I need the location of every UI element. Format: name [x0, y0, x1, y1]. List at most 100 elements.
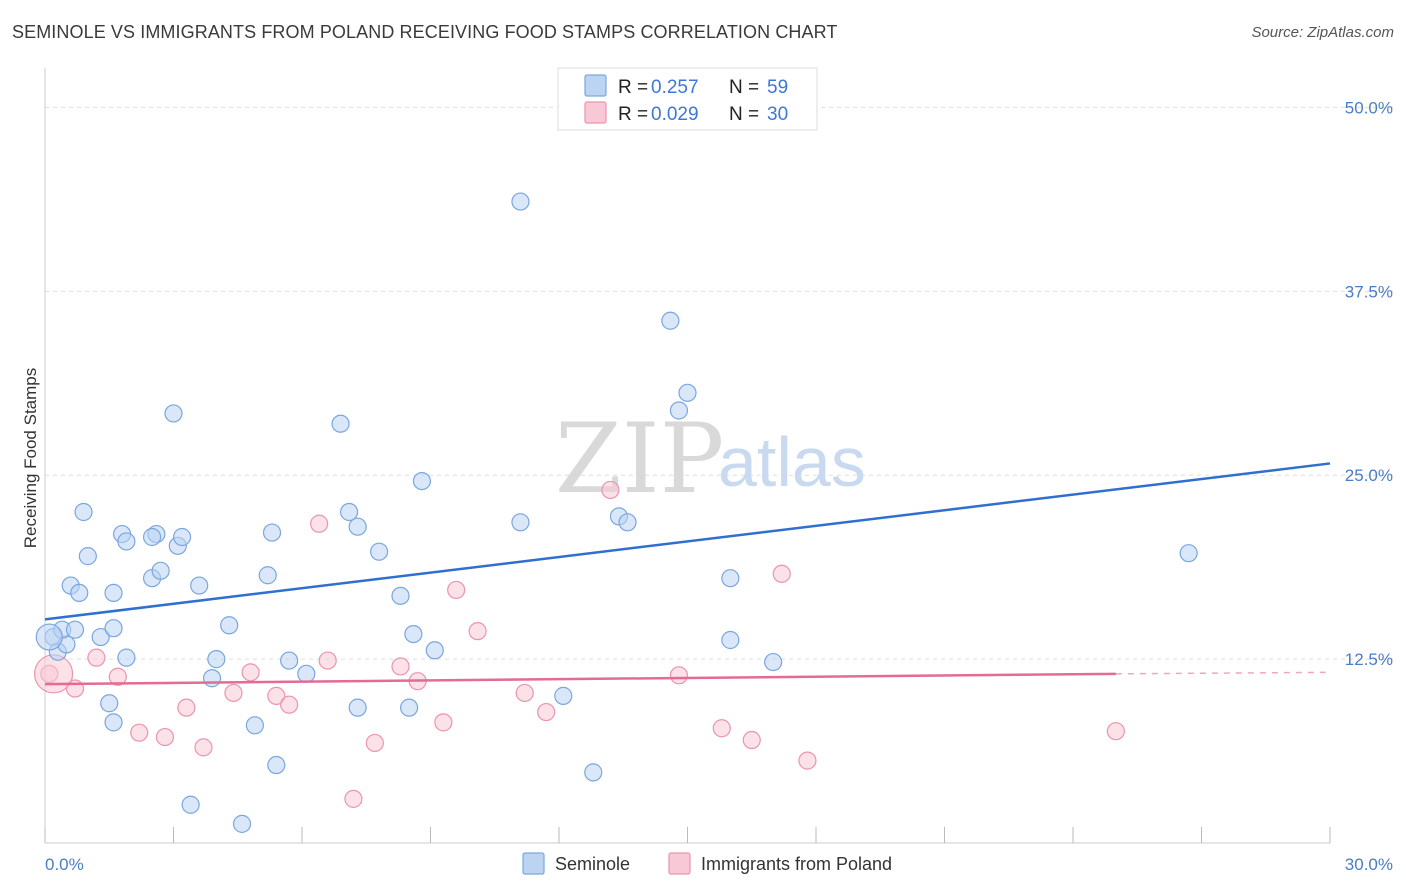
data-point-seminole	[104, 583, 123, 603]
gridlines	[45, 106, 1395, 660]
data-point-seminole	[554, 686, 573, 705]
data-point-seminole	[511, 513, 530, 532]
legend-swatch-seminole	[584, 74, 607, 97]
data-point-seminole	[764, 652, 783, 672]
y-tick-label: 50.0%	[1345, 98, 1393, 117]
data-point-poland	[130, 723, 149, 742]
chart-title: SEMINOLE VS IMMIGRANTS FROM POLAND RECEI…	[12, 22, 838, 42]
y-axis-label: Receiving Food Stamps	[21, 368, 40, 548]
data-point-poland	[33, 654, 74, 694]
data-point-poland	[669, 666, 689, 685]
data-point-poland	[280, 695, 299, 714]
data-point-seminole	[78, 547, 97, 566]
data-point-seminole	[232, 814, 252, 833]
data-point-seminole	[331, 414, 350, 433]
bottom-legend-label-seminole: Seminole	[555, 854, 630, 874]
data-point-poland	[241, 663, 260, 682]
data-point-poland	[224, 683, 243, 703]
data-point-poland	[468, 622, 487, 641]
data-point-seminole	[661, 311, 680, 330]
data-point-seminole	[412, 471, 432, 491]
data-point-seminole	[1179, 544, 1198, 563]
y-tick-label: 12.5%	[1345, 650, 1393, 669]
x-tick-label: 0.0%	[45, 855, 84, 874]
data-point-seminole	[669, 401, 689, 420]
legend-n-label: N =	[729, 77, 759, 98]
data-point-poland	[447, 580, 466, 600]
data-point-poland	[194, 738, 213, 757]
data-point-seminole	[151, 561, 170, 580]
legend-n-label: N =	[729, 104, 759, 125]
data-point-seminole	[678, 383, 697, 402]
data-point-poland	[798, 751, 817, 770]
data-point-seminole	[511, 192, 530, 211]
x-tick-label: 30.0%	[1345, 855, 1393, 874]
y-tick-label: 25.0%	[1345, 466, 1393, 485]
legend-r-value-seminole: 0.257	[651, 77, 699, 98]
data-point-seminole	[340, 502, 359, 522]
top-legend: R = 0.257 N = 59 R = 0.029 N = 30	[557, 67, 818, 131]
data-point-poland	[434, 713, 453, 732]
data-point-poland	[108, 667, 127, 686]
data-point-poland	[318, 651, 337, 670]
watermark-atlas: atlas	[718, 423, 866, 501]
y-tick-label: 37.5%	[1345, 282, 1393, 301]
data-point-seminole	[70, 583, 89, 603]
legend-r-label: R =	[618, 104, 648, 125]
data-point-seminole	[262, 523, 282, 542]
legend-r-value-poland: 0.029	[651, 104, 699, 125]
data-point-seminole	[348, 698, 367, 717]
data-point-seminole	[181, 795, 200, 814]
legend-swatch-poland	[584, 101, 607, 124]
data-point-poland	[601, 480, 620, 500]
data-point-seminole	[100, 694, 119, 713]
data-point-seminole	[370, 542, 389, 561]
data-point-seminole	[142, 527, 162, 547]
bottom-legend-swatch-seminole	[522, 852, 545, 875]
watermark-zip: ZIP	[555, 403, 724, 515]
data-point-poland	[365, 733, 384, 753]
series-seminole-points	[35, 192, 1198, 833]
data-point-poland	[712, 719, 731, 738]
data-point-seminole	[104, 713, 123, 732]
data-point-poland	[742, 730, 761, 750]
bottom-legend: Seminole Immigrants from Poland	[522, 852, 892, 875]
data-point-seminole	[202, 669, 222, 688]
data-point-seminole	[584, 763, 603, 782]
y-tick-labels: 12.5% 25.0% 37.5% 50.0%	[1345, 98, 1393, 669]
data-point-seminole	[91, 627, 110, 647]
data-point-seminole	[190, 576, 209, 595]
data-point-poland	[1106, 722, 1125, 741]
trendline-poland-extension	[1115, 671, 1331, 675]
data-point-seminole	[220, 616, 239, 635]
data-point-seminole	[164, 404, 183, 423]
data-point-seminole	[207, 650, 226, 669]
data-point-seminole	[425, 641, 444, 660]
data-point-seminole	[391, 586, 410, 605]
legend-r-label: R =	[618, 77, 648, 98]
data-point-poland	[87, 648, 106, 667]
data-point-seminole	[721, 569, 740, 588]
watermark: ZIP atlas	[555, 403, 866, 515]
x-tick-labels: 0.0% 30.0%	[45, 855, 1393, 874]
data-point-seminole	[35, 623, 63, 651]
data-point-poland	[537, 702, 556, 722]
source-credit: Source: ZipAtlas.com	[1251, 24, 1394, 41]
data-point-seminole	[280, 651, 299, 670]
data-point-poland	[515, 683, 534, 703]
data-point-seminole	[297, 664, 316, 683]
trendlines	[44, 462, 1331, 686]
data-point-poland	[772, 564, 791, 583]
data-point-poland	[391, 657, 410, 676]
data-point-poland	[155, 727, 175, 747]
data-point-seminole	[404, 624, 423, 644]
data-point-seminole	[245, 716, 264, 735]
data-point-seminole	[104, 619, 123, 638]
data-point-seminole	[117, 532, 136, 551]
data-point-seminole	[258, 566, 277, 585]
data-point-seminole	[267, 755, 286, 775]
data-point-seminole	[348, 517, 367, 536]
data-point-poland	[344, 789, 363, 808]
data-point-poland	[310, 514, 329, 533]
axes	[44, 68, 1331, 844]
